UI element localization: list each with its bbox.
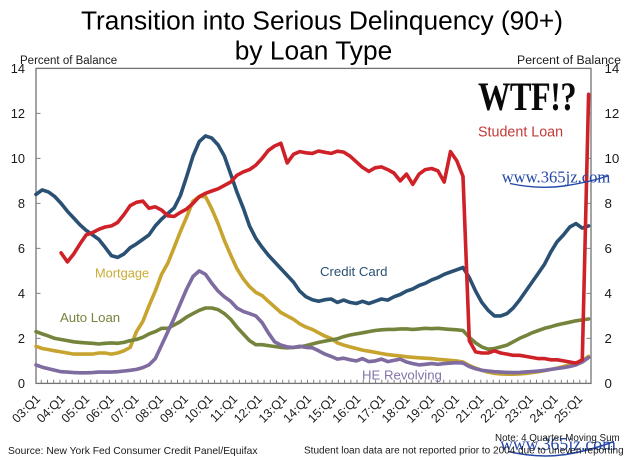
svg-text:Mortgage: Mortgage (95, 266, 149, 281)
svg-text:www.365jz.com: www.365jz.com (500, 434, 616, 454)
svg-text:HE Revolving: HE Revolving (362, 368, 442, 383)
svg-text:www.365jz.com: www.365jz.com (502, 168, 611, 187)
svg-text:Percent of Balance: Percent of Balance (517, 53, 621, 67)
svg-text:12: 12 (605, 106, 620, 121)
svg-text:WTF!?: WTF!? (478, 75, 576, 119)
svg-text:10: 10 (11, 151, 25, 166)
svg-text:Source: New York Fed Consumer: Source: New York Fed Consumer Credit Pan… (8, 446, 258, 457)
svg-text:12: 12 (11, 106, 25, 121)
svg-text:10: 10 (605, 151, 620, 166)
svg-text:8: 8 (605, 196, 612, 211)
svg-text:8: 8 (18, 196, 25, 211)
svg-text:0: 0 (18, 376, 25, 391)
svg-text:6: 6 (605, 241, 612, 256)
svg-text:6: 6 (18, 241, 25, 256)
svg-text:by Loan Type: by Loan Type (235, 36, 392, 66)
svg-text:0: 0 (605, 376, 612, 391)
svg-text:14: 14 (605, 61, 620, 76)
svg-text:4: 4 (18, 286, 25, 301)
svg-text:14: 14 (11, 61, 25, 76)
svg-text:Note: 4 Quarter Moving Sum: Note: 4 Quarter Moving Sum (495, 433, 620, 444)
svg-text:Percent of Balance: Percent of Balance (20, 55, 117, 67)
svg-text:4: 4 (605, 286, 612, 301)
svg-text:2: 2 (605, 331, 612, 346)
svg-text:Transition into Serious Delinq: Transition into Serious Delinquency (90+… (81, 6, 563, 36)
svg-text:Student Loan: Student Loan (478, 125, 563, 141)
svg-text:2: 2 (18, 331, 25, 346)
svg-text:Auto Loan: Auto Loan (60, 310, 120, 325)
svg-text:Credit Card: Credit Card (320, 264, 387, 279)
svg-text:Student loan data are not repo: Student loan data are not reported prior… (304, 446, 624, 457)
